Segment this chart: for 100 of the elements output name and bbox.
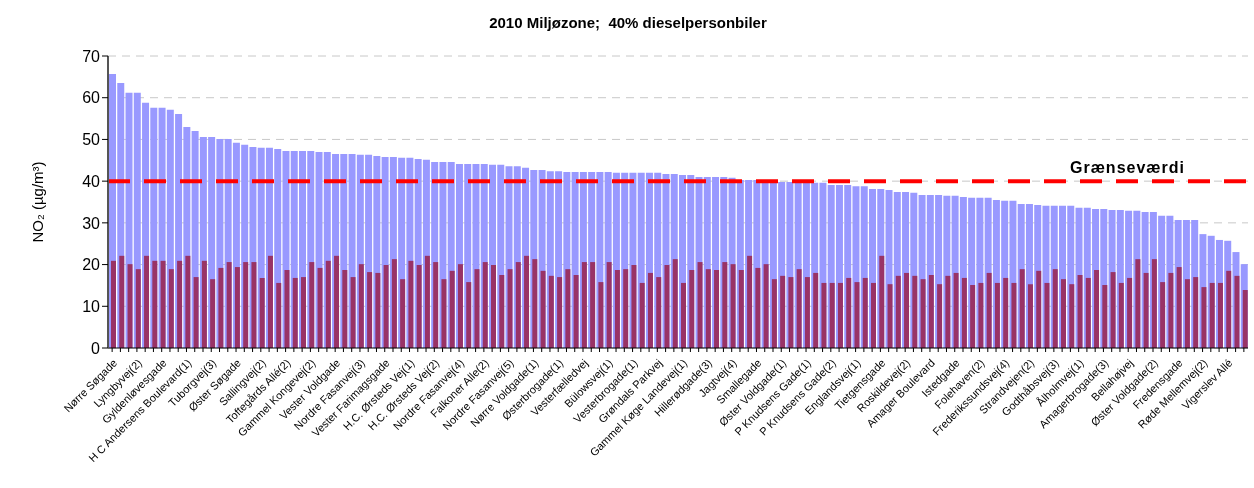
bar <box>350 277 356 348</box>
bar <box>400 279 406 348</box>
bar <box>771 279 777 348</box>
bar <box>193 277 199 348</box>
bar <box>738 269 744 348</box>
bar <box>573 275 579 348</box>
bar <box>928 275 934 348</box>
bar <box>499 275 505 348</box>
bar <box>1242 290 1248 348</box>
bar <box>986 272 992 348</box>
bar <box>755 267 761 348</box>
y-tick-label: 60 <box>82 89 101 107</box>
bar <box>201 260 207 348</box>
bar <box>631 264 637 348</box>
bar <box>1209 282 1215 348</box>
bar <box>210 279 216 348</box>
bar <box>656 277 662 348</box>
bar <box>1160 282 1166 348</box>
bar <box>846 277 852 348</box>
bar <box>970 285 976 348</box>
bar <box>457 264 463 348</box>
bar <box>598 282 604 348</box>
bar <box>565 269 571 348</box>
bar <box>788 277 794 348</box>
bar <box>408 260 414 348</box>
bar <box>317 267 323 348</box>
bar <box>862 277 868 348</box>
bar <box>813 272 819 348</box>
bar <box>895 275 901 348</box>
bar <box>1036 270 1042 348</box>
bar <box>433 262 439 348</box>
bar <box>160 260 166 348</box>
bar <box>1118 282 1124 348</box>
bar <box>879 255 885 348</box>
bar <box>821 282 827 348</box>
bar <box>259 277 265 348</box>
bar <box>664 264 670 348</box>
bar <box>937 284 943 348</box>
bar <box>557 277 563 348</box>
bar <box>367 272 373 348</box>
bar <box>1061 279 1066 348</box>
y-axis-title: NO₂ (µg/m³) <box>29 161 47 243</box>
bar <box>1052 269 1058 348</box>
y-tick-label: 10 <box>82 297 101 315</box>
bar <box>1044 282 1050 348</box>
bar <box>904 272 910 348</box>
bar <box>1135 259 1141 348</box>
bar <box>681 282 686 348</box>
bar <box>780 275 786 348</box>
bar <box>689 269 695 348</box>
bar <box>647 272 653 348</box>
bar <box>276 282 282 348</box>
bar <box>912 275 918 348</box>
y-tick-label: 50 <box>82 131 101 149</box>
bar <box>185 255 191 348</box>
bar <box>251 262 257 348</box>
bar <box>1226 270 1232 348</box>
y-tick-label: 20 <box>82 256 101 274</box>
bar <box>111 260 116 348</box>
bar <box>1027 284 1033 348</box>
bar <box>1168 272 1174 348</box>
bar <box>144 255 150 348</box>
ref-line-label: Grænseværdi <box>1069 159 1185 177</box>
bar <box>234 267 240 348</box>
bar <box>1151 259 1157 348</box>
bar <box>177 260 183 348</box>
bar <box>1077 275 1083 348</box>
bar <box>1234 275 1240 348</box>
bar <box>887 284 893 348</box>
bar <box>218 267 224 348</box>
bar <box>1127 277 1133 348</box>
bar <box>1110 272 1116 348</box>
bar <box>705 269 711 348</box>
bar <box>540 270 546 348</box>
bar <box>614 269 620 348</box>
bar <box>1069 284 1075 348</box>
bar <box>837 282 843 348</box>
bar <box>507 269 513 348</box>
bar <box>168 269 174 348</box>
bar <box>243 262 249 348</box>
bar <box>152 260 158 348</box>
bar <box>449 270 455 348</box>
bar <box>796 269 802 348</box>
bar <box>854 282 860 348</box>
bar <box>722 262 728 348</box>
bar <box>383 264 389 348</box>
bar <box>358 264 364 348</box>
bar <box>267 255 273 348</box>
bar <box>1201 287 1207 348</box>
bar <box>1184 279 1190 348</box>
bar <box>953 272 959 348</box>
chart-title: 2010 Miljøzone; 40% dieselpersonbiler <box>488 14 768 31</box>
bar <box>697 262 703 348</box>
bar <box>1217 282 1223 348</box>
bar <box>920 279 926 348</box>
bar <box>482 262 488 348</box>
bar <box>1094 269 1100 348</box>
bar <box>391 259 397 348</box>
bar <box>515 262 521 348</box>
y-tick-label: 70 <box>82 47 101 65</box>
